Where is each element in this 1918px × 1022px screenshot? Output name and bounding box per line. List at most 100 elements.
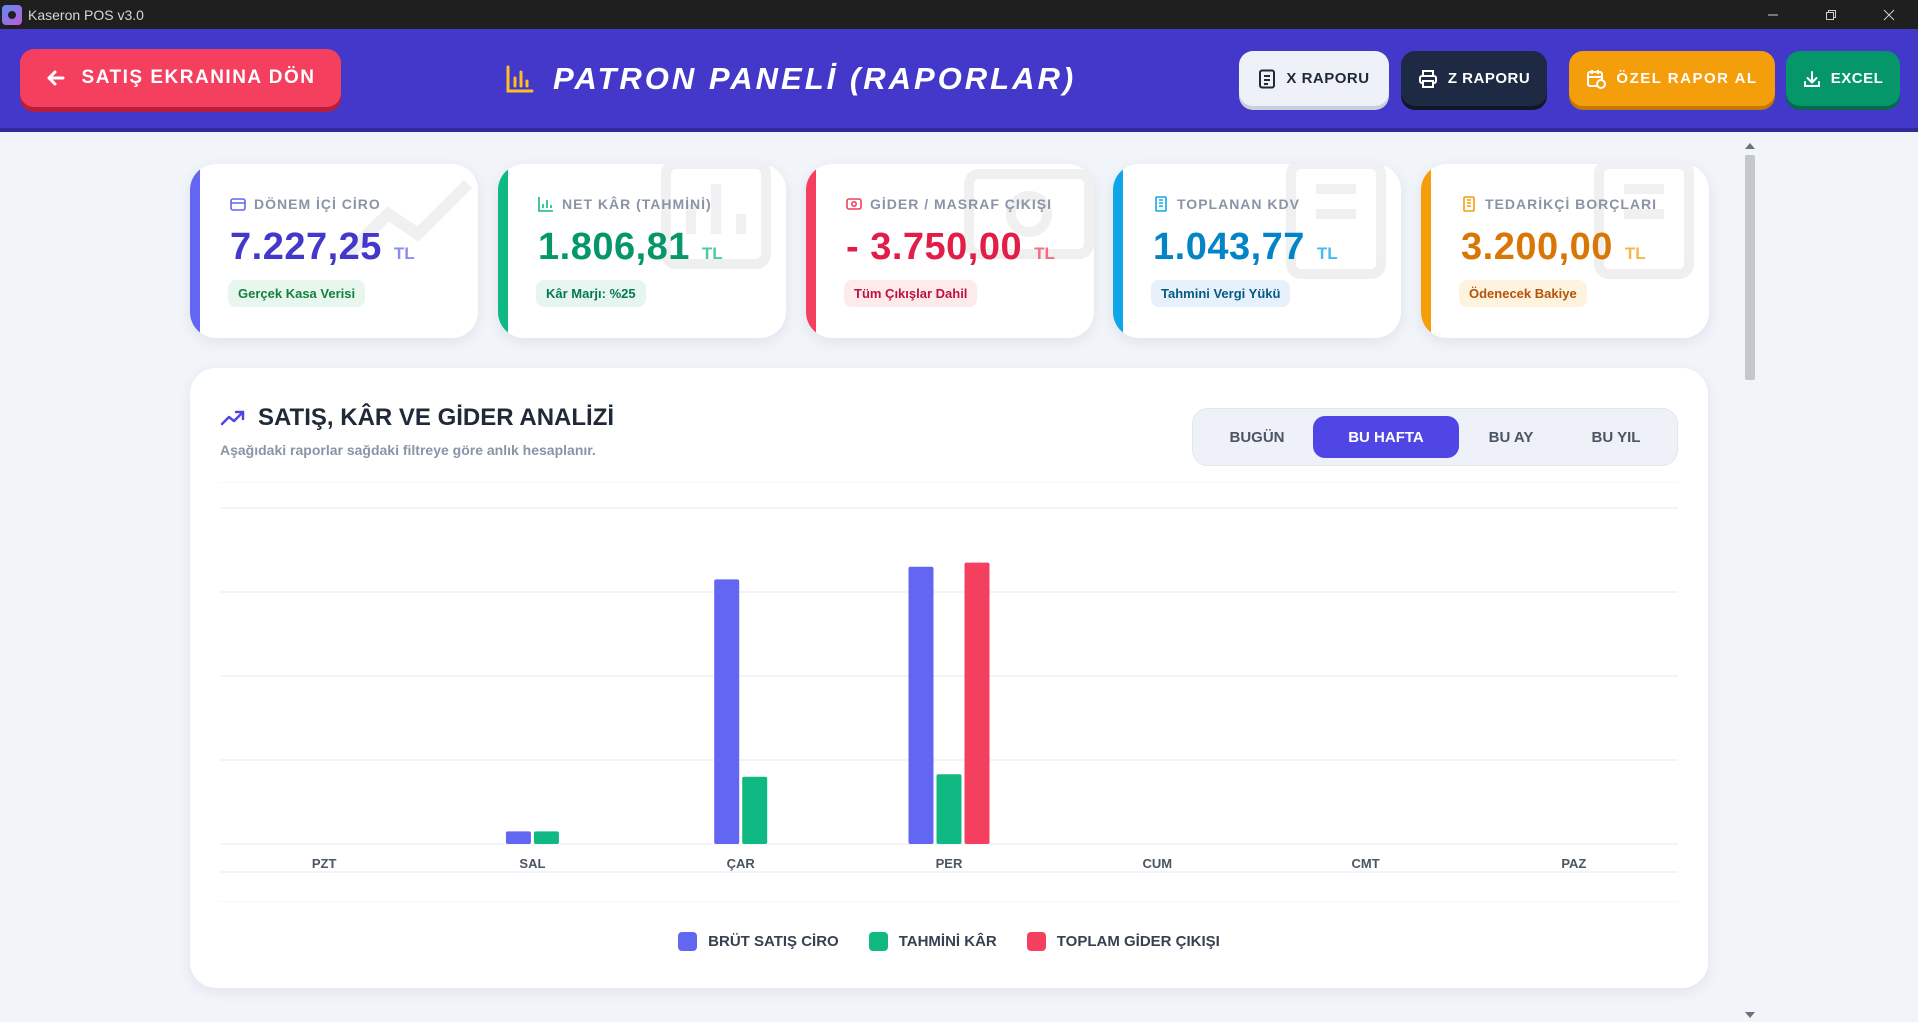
kpi-label-text: TOPLANAN KDV: [1177, 196, 1300, 212]
kpi-label: TOPLANAN KDV: [1153, 196, 1300, 212]
filter-this-year[interactable]: BU YIL: [1591, 428, 1641, 446]
excel-export-button[interactable]: EXCEL: [1786, 51, 1900, 106]
scroll-up-icon[interactable]: [1745, 143, 1755, 149]
excel-label: EXCEL: [1830, 70, 1884, 87]
window-title: Kaseron POS v3.0: [28, 6, 144, 23]
chart-bar: [505, 831, 531, 844]
kpi-value: 3.200,00 TL: [1461, 226, 1646, 269]
document-icon: [1259, 69, 1276, 88]
page-title-text: PATRON PANELİ (RAPORLAR): [553, 61, 1077, 96]
kpi-value-number: 1.806,81: [538, 226, 690, 268]
kpi-accent: [1113, 164, 1123, 338]
kpi-value: - 3.750,00 TL: [846, 226, 1055, 269]
back-to-sales-button[interactable]: SATIŞ EKRANINA DÖN: [20, 49, 341, 107]
kpi-card: TEDARİKÇİ BORÇLARI 3.200,00 TL Ödenecek …: [1421, 164, 1709, 338]
kpi-accent: [190, 164, 200, 338]
calendar-clock-icon: [1587, 69, 1607, 89]
bar-chart-icon: [538, 197, 553, 212]
kpi-value-number: 1.043,77: [1153, 226, 1305, 268]
kpi-card: DÖNEM İÇİ CİRO 7.227,25 TL Gerçek Kasa V…: [190, 164, 478, 338]
legend-swatch: [678, 932, 698, 951]
chart-bar: [964, 562, 990, 844]
close-icon[interactable]: [1860, 0, 1918, 29]
chart-x-tick-label: PZT: [312, 856, 337, 871]
kpi-value-unit: TL: [1034, 244, 1055, 263]
analysis-panel: SATIŞ, KÂR VE GİDER ANALİZİ Aşağıdaki ra…: [190, 368, 1708, 988]
kpi-value-unit: TL: [701, 244, 723, 263]
legend-item[interactable]: BRÜT SATIŞ CİRO: [678, 932, 839, 951]
chart-bar: [936, 774, 962, 844]
kpi-watermark-icon: [661, 164, 771, 269]
kpi-accent: [806, 164, 816, 338]
kpi-value-unit: TL: [393, 244, 415, 263]
chart-x-tick-label: PER: [936, 856, 963, 871]
analysis-chart-svg: PZT SAL ÇAR PER CUM CMT PAZ: [220, 481, 1678, 903]
z-report-button[interactable]: Z RAPORU: [1401, 51, 1547, 106]
kpi-value-number: 7.227,25: [230, 226, 382, 268]
analysis-subtitle: Aşağıdaki raporlar sağdaki filtreye göre…: [220, 442, 596, 458]
legend-item[interactable]: TAHMİNİ KÂR: [868, 932, 997, 951]
kpi-watermark-icon: [964, 169, 1094, 259]
back-button-label: SATIŞ EKRANINA DÖN: [81, 67, 316, 88]
filter-this-week[interactable]: BU HAFTA: [1313, 416, 1459, 458]
chart-x-tick-label: CUM: [1142, 856, 1172, 871]
bar-chart-icon: [506, 65, 534, 93]
scroll-down-icon[interactable]: [1745, 1012, 1755, 1018]
kpi-badge: Gerçek Kasa Verisi: [228, 280, 366, 307]
chart-x-tick-label: SAL: [519, 856, 545, 871]
chart-x-tick-label: PAZ: [1561, 856, 1586, 871]
wallet-icon: [230, 198, 246, 211]
restore-icon[interactable]: [1802, 0, 1860, 29]
period-filter: BUGÜN BU HAFTA BU AY BU YIL: [1192, 408, 1678, 466]
kpi-label: GİDER / MASRAF ÇIKIŞI: [846, 196, 1052, 212]
kpi-badge: Kâr Marjı: %25: [536, 280, 646, 307]
building-icon: [1463, 196, 1475, 212]
kpi-value: 1.806,81 TL: [538, 226, 723, 269]
kpi-label-text: GİDER / MASRAF ÇIKIŞI: [870, 196, 1053, 212]
window-titlebar: Kaseron POS v3.0: [0, 0, 1918, 29]
kpi-badge: Ödenecek Bakiye: [1459, 280, 1587, 307]
download-icon: [1803, 70, 1820, 87]
kpi-value-number: - 3.750,00: [846, 226, 1023, 268]
app-logo-icon: [2, 4, 22, 25]
legend-item[interactable]: TOPLAM GİDER ÇIKIŞI: [1026, 932, 1220, 951]
vertical-scrollbar[interactable]: [1742, 137, 1758, 1022]
legend-swatch: [1026, 932, 1046, 951]
custom-report-label: ÖZEL RAPOR AL: [1616, 70, 1758, 87]
scroll-thumb[interactable]: [1745, 155, 1755, 380]
kpi-label-text: TEDARİKÇİ BORÇLARI: [1485, 196, 1657, 212]
trending-up-icon: [220, 410, 245, 426]
minimize-icon[interactable]: [1744, 0, 1802, 29]
kpi-value-unit: TL: [1624, 244, 1646, 263]
kpi-label: DÖNEM İÇİ CİRO: [230, 196, 381, 212]
legend-label: BRÜT SATIŞ CİRO: [708, 933, 839, 950]
kpi-watermark-icon: [348, 179, 473, 259]
kpi-accent: [1421, 164, 1431, 338]
legend-label: TAHMİNİ KÂR: [898, 933, 997, 950]
analysis-title-text: SATIŞ, KÂR VE GİDER ANALİZİ: [258, 404, 615, 431]
chart-bar: [533, 831, 559, 844]
kpi-label-text: DÖNEM İÇİ CİRO: [254, 196, 381, 212]
kpi-label: TEDARİKÇİ BORÇLARI: [1461, 196, 1657, 212]
legend-swatch: [868, 932, 888, 951]
kpi-accent: [498, 164, 508, 338]
chart-bar: [908, 566, 934, 844]
kpi-badge: Tahmini Vergi Yükü: [1151, 280, 1291, 307]
kpi-watermark-icon: [1286, 164, 1386, 279]
chart-x-tick-label: ÇAR: [727, 856, 756, 871]
custom-report-button[interactable]: ÖZEL RAPOR AL: [1569, 51, 1775, 106]
z-report-label: Z RAPORU: [1447, 70, 1531, 87]
building-icon: [1155, 196, 1167, 212]
kpi-value-unit: TL: [1316, 244, 1338, 263]
chart-bar: [742, 776, 768, 844]
kpi-label-text: NET KÂR (TAHMİNİ): [562, 196, 712, 212]
kpi-value: 7.227,25 TL: [230, 226, 415, 269]
kpi-watermark-icon: [1594, 164, 1694, 279]
filter-this-month[interactable]: BU AY: [1488, 428, 1534, 446]
x-report-button[interactable]: X RAPORU: [1239, 51, 1389, 106]
page-title: PATRON PANELİ (RAPORLAR): [505, 61, 1076, 97]
filter-today[interactable]: BUGÜN: [1229, 428, 1285, 446]
kpi-value-number: 3.200,00: [1461, 226, 1613, 268]
kpi-card: NET KÂR (TAHMİNİ) 1.806,81 TL Kâr Marjı:…: [498, 164, 786, 338]
app-header: SATIŞ EKRANINA DÖN PATRON PANELİ (RAPORL…: [0, 29, 1918, 132]
